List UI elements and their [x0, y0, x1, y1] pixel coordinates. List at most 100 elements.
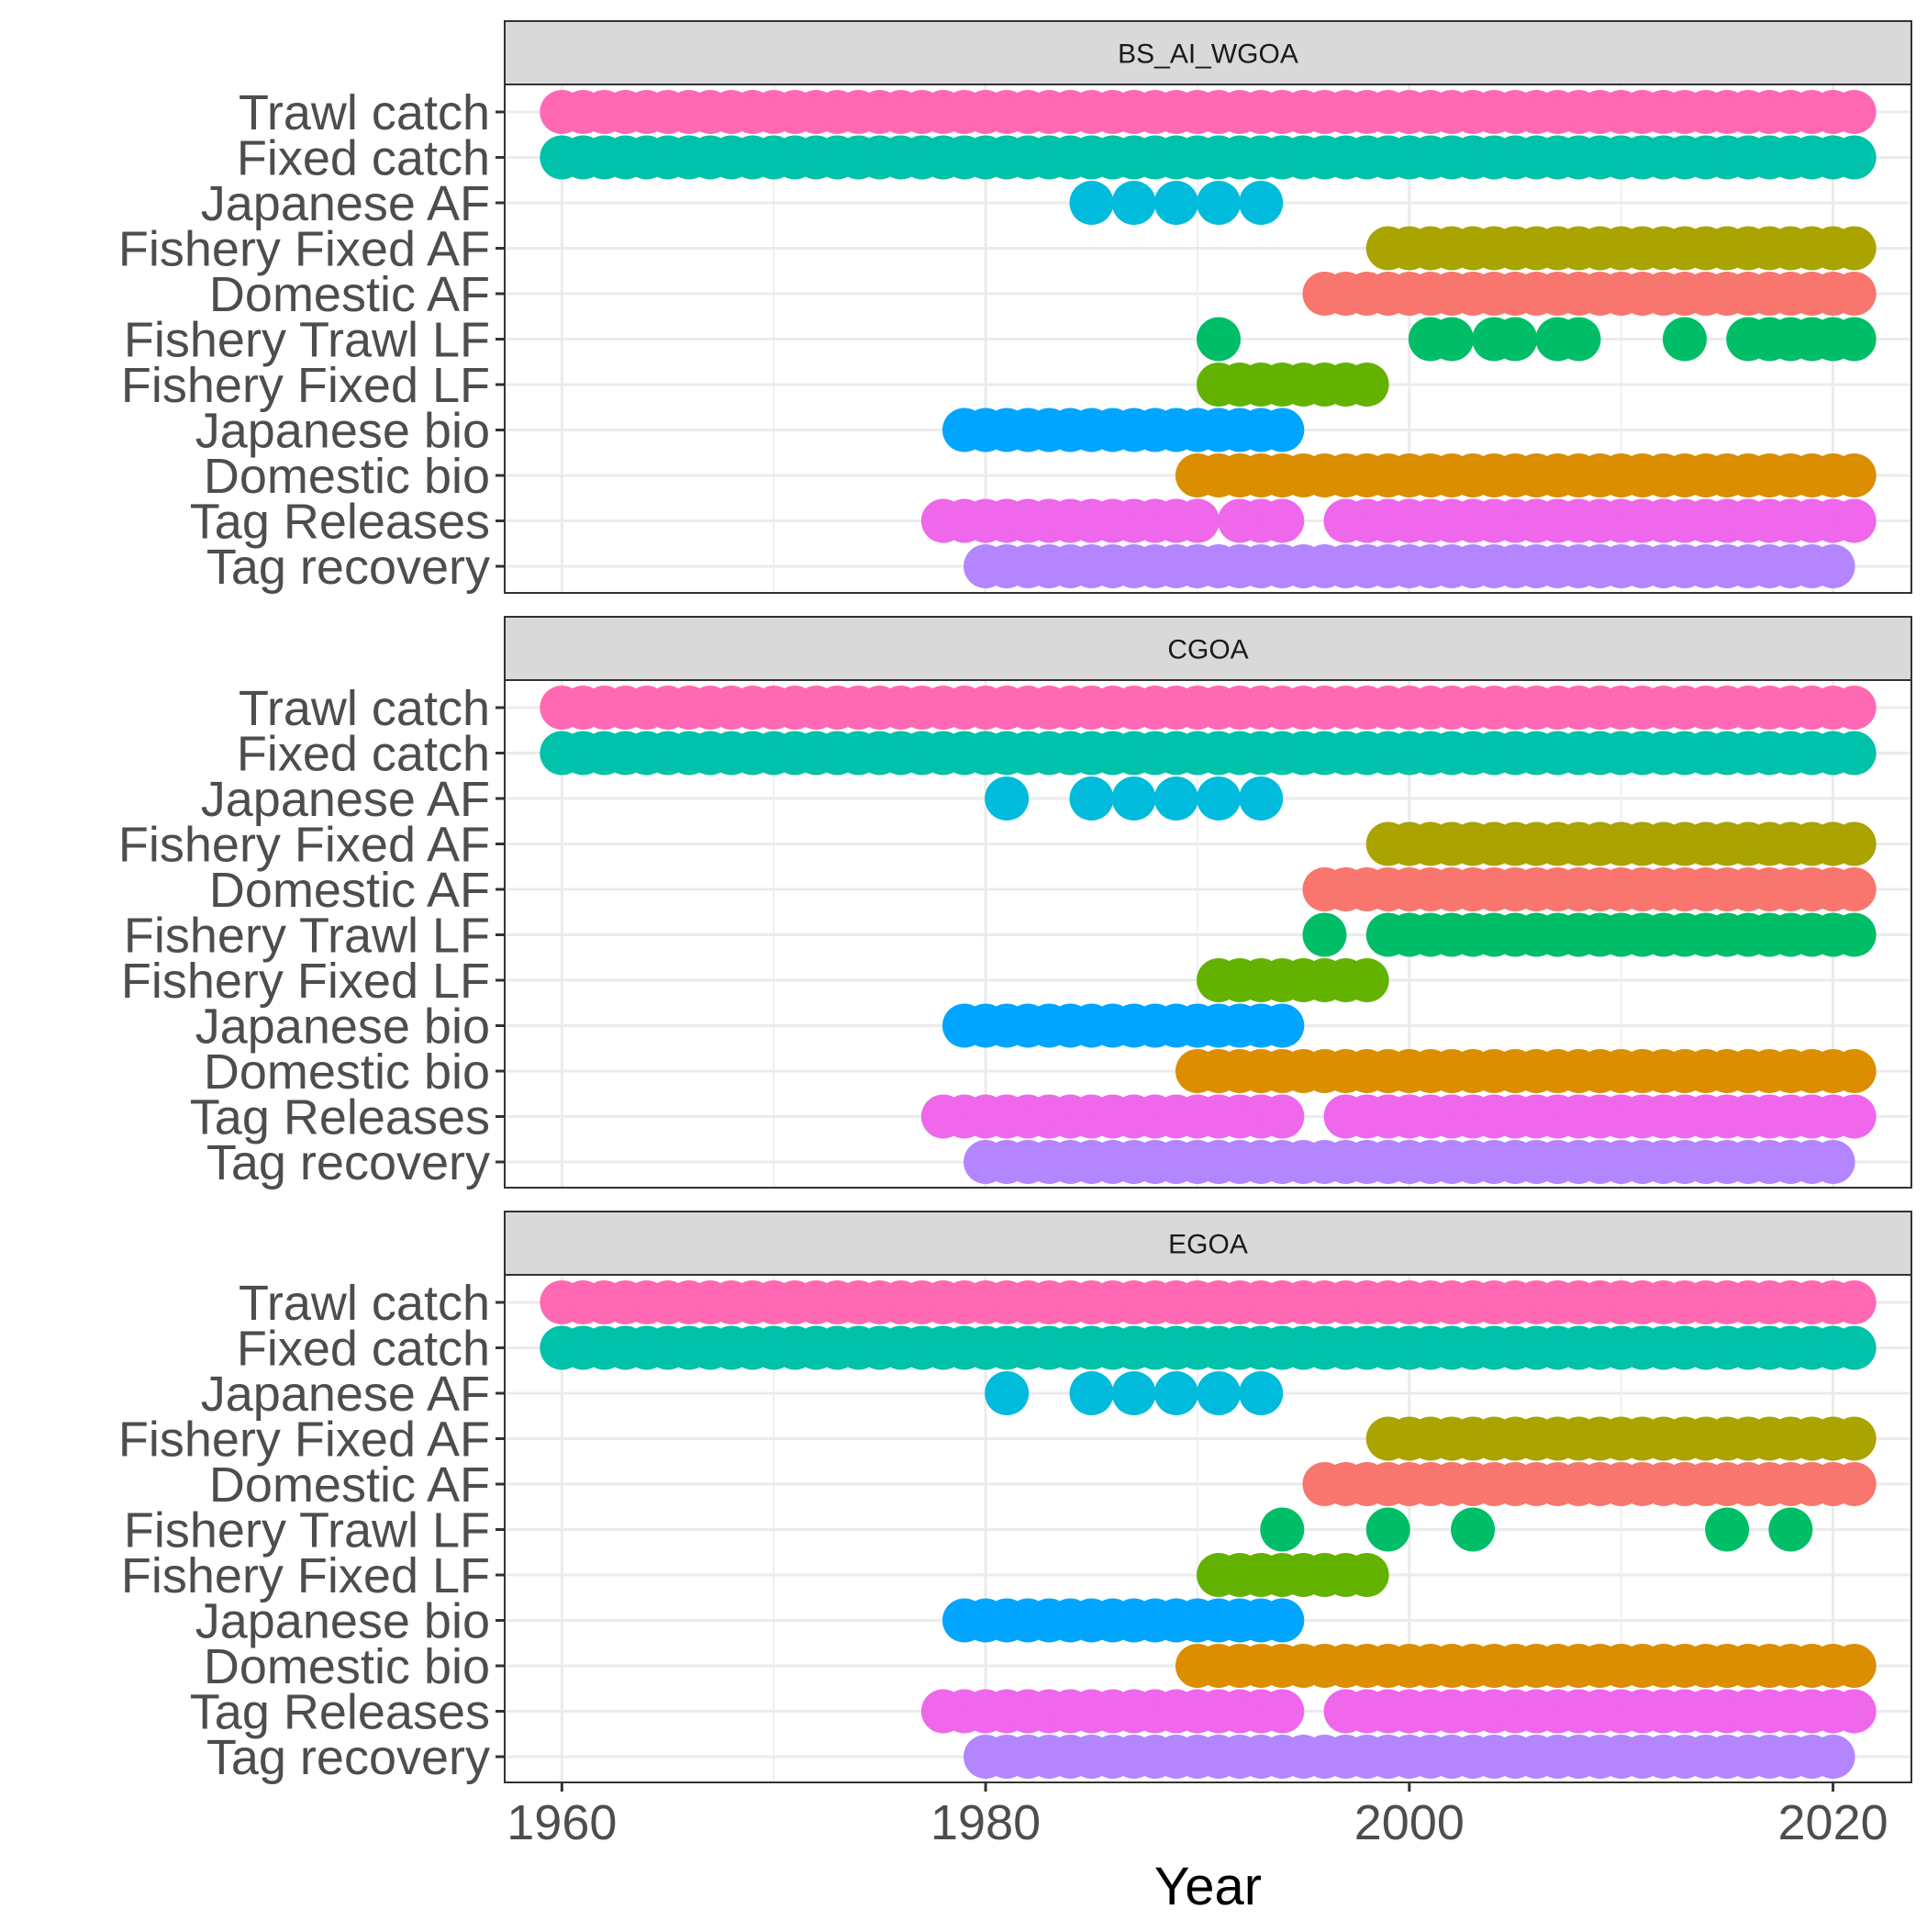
data-point-domestic-af [1832, 1462, 1877, 1506]
data-point-domestic-bio [1832, 1049, 1877, 1093]
x-tick-label: 2000 [1354, 1795, 1465, 1850]
data-point-japanese-af [1197, 776, 1242, 821]
data-point-fishery-fixed-lf [1344, 1553, 1389, 1597]
data-point-fishery-fixed-af [1832, 821, 1877, 866]
data-point-trawl-catch [1832, 686, 1877, 730]
data-point-japanese-af [1197, 181, 1242, 225]
data-point-japanese-bio [1260, 1003, 1305, 1048]
data-point-tag-releases [1260, 1094, 1305, 1139]
y-tick-label: Fishery Fixed AF [118, 818, 490, 873]
y-tick-label: Fishery Trawl LF [124, 1503, 490, 1558]
data-point-tag-releases [1260, 1689, 1305, 1734]
y-tick-label: Fishery Trawl LF [124, 909, 490, 964]
y-tick-label: Japanese bio [195, 404, 490, 459]
data-point-fishery-trawl-lf [1430, 317, 1475, 362]
y-tick-label: Fishery Trawl LF [124, 313, 490, 368]
data-point-fishery-fixed-lf [1344, 958, 1389, 1002]
y-tick-label: Trawl catch [239, 1276, 490, 1331]
facet-strip [504, 1211, 1912, 1276]
data-point-japanese-af [1197, 1371, 1242, 1415]
y-tick-label: Tag recovery [206, 1730, 490, 1785]
data-point-fishery-trawl-lf [1365, 1507, 1410, 1552]
data-point-japanese-af [1111, 181, 1156, 225]
data-point-fishery-trawl-lf [1832, 912, 1877, 957]
data-point-japanese-af [1111, 776, 1156, 821]
y-tick-label: Domestic AF [209, 267, 490, 322]
data-point-fishery-trawl-lf [1197, 317, 1242, 362]
y-tick-label: Domestic AF [209, 1457, 490, 1513]
y-tick-label: Fishery Fixed LF [121, 1548, 490, 1603]
y-tick-label: Fixed catch [237, 131, 490, 186]
data-point-fixed-catch [1832, 1325, 1877, 1370]
y-tick-label: Domestic bio [204, 449, 490, 504]
data-point-fishery-trawl-lf [1260, 1507, 1305, 1552]
data-point-tag-releases [1832, 498, 1877, 543]
data-point-fishery-trawl-lf [1302, 912, 1347, 957]
data-point-japanese-bio [1260, 408, 1305, 452]
data-point-tag-releases [1175, 498, 1220, 543]
y-tick-label: Fixed catch [237, 727, 490, 782]
y-tick-label: Japanese AF [201, 772, 490, 827]
data-point-domestic-bio [1832, 1644, 1877, 1688]
y-tick-label: Japanese AF [201, 176, 490, 231]
y-tick-label: Japanese bio [195, 1000, 490, 1055]
data-point-japanese-af [1069, 776, 1114, 821]
y-tick-label: Trawl catch [239, 681, 490, 736]
data-point-japanese-af [1153, 1371, 1198, 1415]
y-tick-label: Fishery Fixed LF [121, 358, 490, 413]
y-tick-label: Tag recovery [206, 1135, 490, 1190]
data-point-fishery-fixed-lf [1344, 363, 1389, 407]
data-point-tag-releases [1832, 1094, 1877, 1139]
data-point-japanese-af [1069, 1371, 1114, 1415]
data-point-trawl-catch [1832, 1280, 1877, 1324]
y-tick-label: Trawl catch [239, 85, 490, 140]
data-point-fishery-trawl-lf [1451, 1507, 1496, 1552]
data-point-fishery-fixed-af [1832, 226, 1877, 271]
y-tick-label: Tag Releases [190, 1090, 490, 1145]
data-point-tag-releases [1260, 498, 1305, 543]
data-point-fishery-trawl-lf [1493, 317, 1538, 362]
x-tick-label: 1960 [507, 1795, 617, 1850]
data-point-fishery-trawl-lf [1768, 1507, 1813, 1552]
data-point-tag-recovery [1810, 1735, 1855, 1779]
data-point-japanese-af [985, 776, 1030, 821]
data-point-japanese-bio [1260, 1598, 1305, 1643]
y-tick-label: Domestic bio [204, 1044, 490, 1100]
y-tick-label: Japanese AF [201, 1367, 490, 1422]
facet-strip-label: BS_AI_WGOA [1118, 39, 1298, 70]
y-tick-label: Tag Releases [190, 495, 490, 550]
x-tick-label: 2020 [1778, 1795, 1888, 1850]
data-point-fixed-catch [1832, 135, 1877, 180]
data-point-fishery-trawl-lf [1662, 317, 1707, 362]
data-point-tag-recovery [1810, 1140, 1855, 1184]
data-point-japanese-af [1153, 181, 1198, 225]
data-point-japanese-af [1239, 181, 1284, 225]
data-point-japanese-af [1069, 181, 1114, 225]
x-axis-title: Year [1154, 1857, 1262, 1916]
data-point-domestic-bio [1832, 453, 1877, 497]
data-point-domestic-af [1832, 272, 1877, 316]
data-point-fishery-trawl-lf [1832, 317, 1877, 362]
y-tick-label: Domestic AF [209, 863, 490, 918]
data-point-tag-releases [1832, 1689, 1877, 1734]
y-tick-label: Tag recovery [206, 540, 490, 595]
y-tick-label: Japanese bio [195, 1594, 490, 1649]
facet-strip [504, 616, 1912, 681]
data-point-japanese-af [1153, 776, 1198, 821]
facet-strip-label: CGOA [1167, 635, 1248, 665]
y-tick-label: Domestic bio [204, 1639, 490, 1694]
data-point-trawl-catch [1832, 90, 1877, 134]
data-point-domestic-af [1832, 867, 1877, 911]
data-point-tag-recovery [1810, 544, 1855, 588]
y-tick-label: Fishery Fixed AF [118, 1413, 490, 1468]
facet-strip [504, 20, 1912, 85]
x-tick-label: 1980 [930, 1795, 1041, 1850]
data-point-japanese-af [1239, 776, 1284, 821]
data-point-japanese-af [1239, 1371, 1284, 1415]
facet-strip-label: EGOA [1168, 1230, 1248, 1260]
data-point-fishery-trawl-lf [1556, 317, 1601, 362]
data-point-fishery-trawl-lf [1705, 1507, 1750, 1552]
data-point-fixed-catch [1832, 731, 1877, 776]
